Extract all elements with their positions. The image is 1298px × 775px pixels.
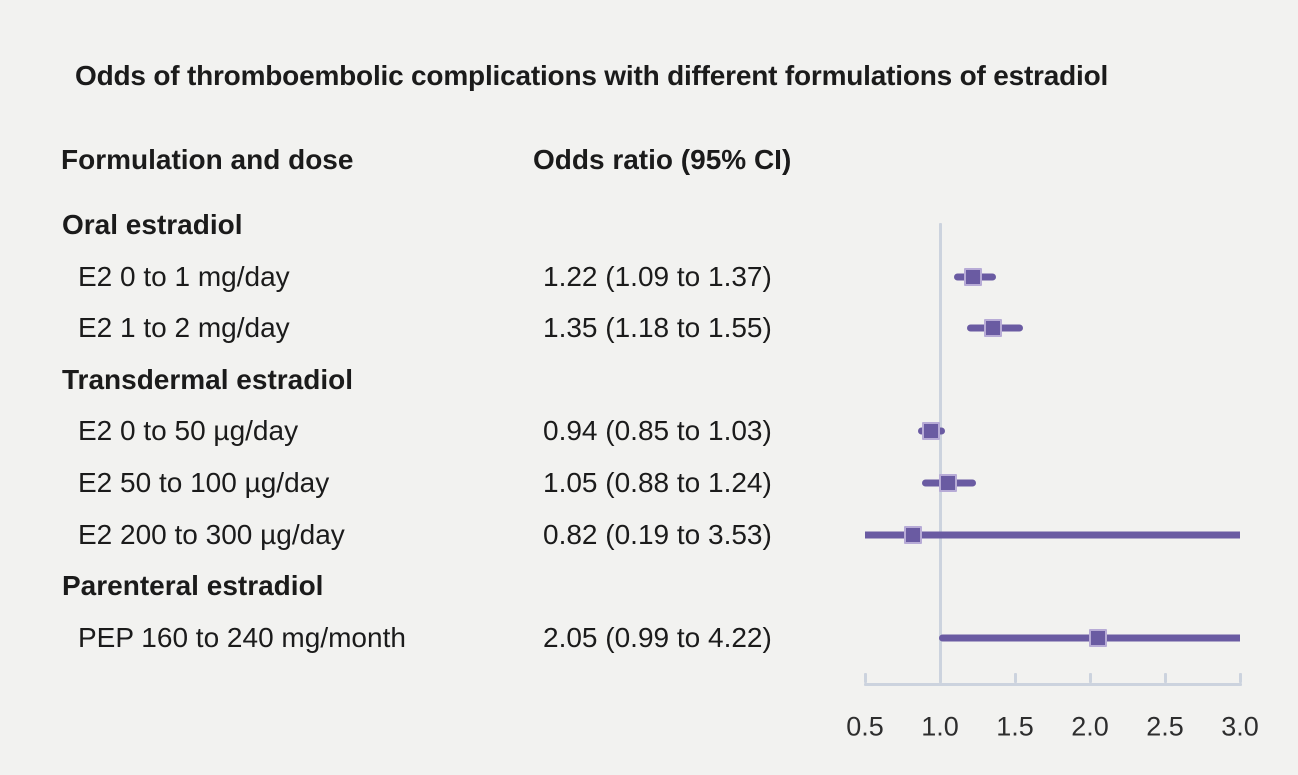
column-header-odds-ratio: Odds ratio (95% CI) (533, 144, 792, 175)
axis-tick-label: 0.5 (846, 711, 884, 742)
axis-tick-label: 3.0 (1221, 711, 1259, 742)
column-header-formulation: Formulation and dose (61, 144, 354, 175)
axis-tick (1013, 673, 1017, 683)
axis-tick (1088, 673, 1092, 683)
figure-title: Odds of thromboembolic complications wit… (75, 60, 1109, 91)
axis-tick-label: 2.0 (1071, 711, 1109, 742)
row-item-label: E2 200 to 300 µg/day (78, 518, 345, 550)
row-item-label: E2 0 to 50 µg/day (78, 415, 299, 447)
row-or-value: 0.94 (0.85 to 1.03) (543, 415, 772, 447)
row-item-label: E2 1 to 2 mg/day (78, 312, 290, 344)
axis-tick (1238, 673, 1242, 683)
axis-tick-label: 1.0 (921, 711, 959, 742)
axis-tick (863, 673, 867, 683)
point-estimate-marker (1088, 628, 1107, 647)
point-estimate-marker (904, 525, 922, 544)
row-or-value: 1.35 (1.18 to 1.55) (543, 312, 772, 344)
row-or-value: 1.22 (1.09 to 1.37) (543, 260, 772, 292)
row-or-value: 2.05 (0.99 to 4.22) (543, 621, 772, 653)
point-estimate-marker (938, 474, 957, 492)
row-item-label: E2 0 to 1 mg/day (78, 260, 290, 292)
axis-tick-label: 2.5 (1146, 711, 1184, 742)
axis-tick (1163, 673, 1167, 683)
row-section-label: Parenteral estradiol (62, 570, 324, 602)
axis-tick (938, 673, 942, 683)
row-or-value: 1.05 (0.88 to 1.24) (543, 467, 772, 498)
reference-line (938, 223, 942, 683)
point-estimate-marker (964, 267, 982, 286)
x-axis (863, 683, 1242, 686)
ci-line (865, 531, 1240, 539)
row-or-value: 0.82 (0.19 to 3.53) (543, 518, 772, 550)
row-section-label: Transdermal estradiol (62, 363, 354, 395)
row-section-label: Oral estradiol (62, 209, 243, 240)
row-item-label: E2 50 to 100 µg/day (78, 467, 330, 498)
axis-tick-label: 1.5 (996, 711, 1034, 742)
point-estimate-marker (983, 319, 1002, 338)
point-estimate-marker (922, 422, 940, 441)
row-item-label: PEP 160 to 240 mg/month (78, 621, 406, 653)
